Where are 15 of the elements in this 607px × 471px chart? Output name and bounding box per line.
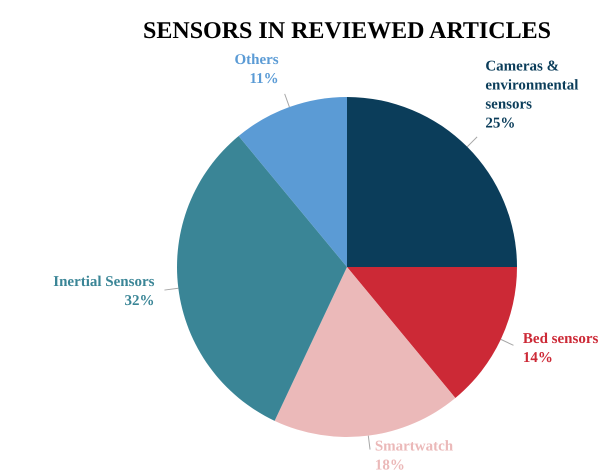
pie-slice bbox=[177, 136, 347, 421]
pie-slice bbox=[238, 97, 347, 267]
data-label: 25% bbox=[485, 116, 516, 132]
pie-slice bbox=[347, 267, 517, 398]
data-label: 32% bbox=[124, 292, 154, 309]
pie-slice bbox=[274, 267, 456, 437]
slice-label: Bed sensors bbox=[522, 330, 599, 347]
data-label: 14% bbox=[522, 350, 553, 366]
data-label: 11% bbox=[249, 71, 279, 88]
slice-label: Others bbox=[234, 52, 279, 68]
data-label: 18% bbox=[374, 458, 405, 471]
chart-title: SENSORS IN REVIEWED ARTICLES bbox=[143, 18, 551, 44]
slice-label: Cameras & environmental sensors bbox=[485, 58, 578, 113]
slice-label: Inertial Sensors bbox=[53, 274, 155, 290]
slice-label: Smartwatch bbox=[374, 438, 454, 455]
